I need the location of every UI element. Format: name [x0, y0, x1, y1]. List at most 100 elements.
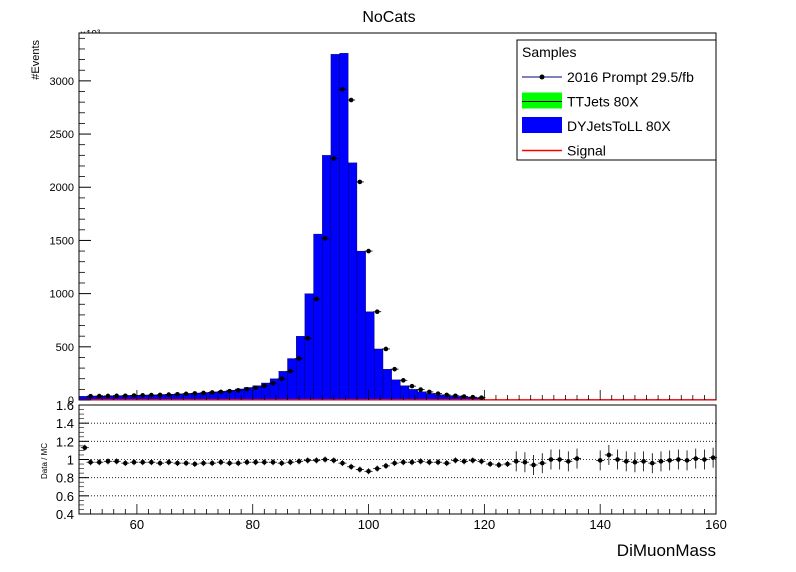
data-point-3 — [114, 393, 119, 399]
data-point-26 — [314, 296, 319, 302]
histogram-bar-25 — [296, 336, 305, 401]
ratio-point-45 — [470, 458, 476, 463]
y-tick-label-4: 2000 — [50, 182, 74, 194]
data-point-41 — [444, 392, 450, 398]
y-tick-label-6: 3000 — [50, 76, 74, 88]
data-point-37 — [409, 383, 415, 389]
data-point-42 — [453, 393, 458, 399]
ratio-point-58 — [597, 458, 603, 463]
ratio-point-11 — [175, 460, 180, 466]
ratio-point-9 — [157, 460, 163, 466]
ratio-point-35 — [383, 463, 389, 469]
ratio-point-30 — [340, 460, 345, 466]
data-point-39 — [427, 389, 432, 395]
y-tick-label-5: 2500 — [50, 129, 74, 141]
ratio-point-21 — [262, 459, 267, 465]
data-point-17 — [235, 388, 241, 393]
data-point-15 — [218, 389, 224, 395]
ratio-point-32 — [357, 467, 363, 472]
ratio-y-tick-label-6: 1.6 — [56, 398, 74, 413]
data-point-40 — [435, 391, 441, 396]
ratio-point-65 — [658, 459, 664, 464]
data-point-28 — [331, 156, 337, 161]
data-point-21 — [270, 380, 276, 386]
data-point-38 — [418, 387, 423, 392]
data-point-16 — [227, 388, 232, 394]
ratio-point-2 — [96, 459, 102, 465]
ratio-y-tick-label-4: 1.2 — [56, 434, 74, 449]
ratio-point-16 — [218, 459, 224, 465]
ratio-point-23 — [279, 460, 284, 466]
ratio-point-4 — [114, 459, 119, 464]
histogram-bar-29 — [330, 54, 340, 401]
legend-title: Samples — [522, 44, 576, 60]
ratio-point-46 — [479, 459, 484, 464]
y-tick-label-3: 1500 — [50, 235, 74, 247]
ratio-point-48 — [496, 462, 502, 468]
data-point-43 — [461, 394, 467, 399]
data-point-31 — [357, 179, 363, 185]
ratio-point-49 — [505, 461, 510, 467]
ratio-point-57 — [574, 456, 580, 461]
data-point-12 — [192, 391, 198, 396]
ratio-y-tick-label-0: 0.4 — [56, 507, 74, 522]
y-tick-label-0: 0 — [68, 395, 74, 407]
histogram-bar-31 — [348, 162, 358, 401]
data-point-34 — [383, 346, 389, 352]
ratio-point-43 — [453, 458, 458, 463]
x-tick-label-0: 60 — [130, 517, 144, 532]
histogram-bar-39 — [417, 391, 427, 401]
histogram-bar-36 — [391, 379, 401, 401]
ratio-point-28 — [322, 457, 328, 462]
ratio-point-44 — [461, 459, 467, 464]
histogram-bar-38 — [408, 389, 418, 401]
data-point-2 — [105, 393, 111, 399]
histogram-bar-33 — [365, 311, 375, 401]
legend-label-0: 2016 Prompt 29.5/fb — [567, 69, 694, 85]
x-tick-label-4: 140 — [589, 517, 611, 532]
x-axis-label: DiMuonMass — [617, 541, 716, 560]
ratio-point-41 — [435, 459, 441, 465]
ratio-point-70 — [702, 457, 707, 462]
histogram-bar-30 — [339, 53, 349, 401]
ratio-point-50 — [513, 459, 519, 464]
ratio-point-37 — [400, 459, 406, 465]
y-tick-label-1: 500 — [56, 342, 74, 354]
ratio-point-22 — [270, 459, 276, 465]
ratio-point-64 — [650, 460, 655, 466]
histogram-bar-27 — [313, 233, 323, 401]
ratio-point-60 — [615, 457, 620, 462]
legend-label-2: DYJetsToLL 80X — [567, 118, 671, 134]
ratio-y-tick-label-2: 0.8 — [56, 471, 74, 486]
ratio-point-71 — [710, 455, 716, 460]
data-point-19 — [253, 385, 258, 391]
histogram-bar-23 — [278, 371, 288, 401]
ratio-point-24 — [288, 459, 293, 465]
legend-symbol-fill-1 — [522, 92, 562, 109]
ratio-point-33 — [366, 469, 371, 474]
ratio-plot-area: 0.4 0.6 0.8 1 1.2 1.4 1.6 60 80 100 120 140 160 — [56, 398, 727, 532]
ratio-point-6 — [131, 459, 137, 465]
x-tick-label-2: 100 — [358, 517, 380, 532]
histogram-bar-37 — [400, 385, 410, 401]
ratio-point-27 — [314, 458, 319, 463]
data-point-29 — [340, 87, 345, 92]
ratio-point-15 — [209, 460, 215, 466]
data-point-36 — [400, 378, 406, 383]
ratio-point-63 — [641, 459, 646, 464]
legend-symbol-data-marker — [539, 74, 545, 80]
ratio-point-61 — [623, 459, 629, 464]
ratio-point-19 — [244, 459, 250, 465]
ratio-point-0 — [82, 445, 88, 450]
x-tick-label-5: 160 — [705, 517, 727, 532]
ratio-point-39 — [418, 459, 423, 464]
ratio-point-13 — [192, 461, 198, 467]
y-axis-label: #Events — [30, 40, 42, 80]
ratio-point-68 — [684, 458, 690, 463]
data-point-1 — [96, 393, 102, 399]
ratio-point-59 — [606, 452, 612, 458]
legend-label-3: Signal — [567, 143, 606, 159]
data-point-32 — [366, 248, 371, 254]
data-point-7 — [149, 392, 154, 398]
